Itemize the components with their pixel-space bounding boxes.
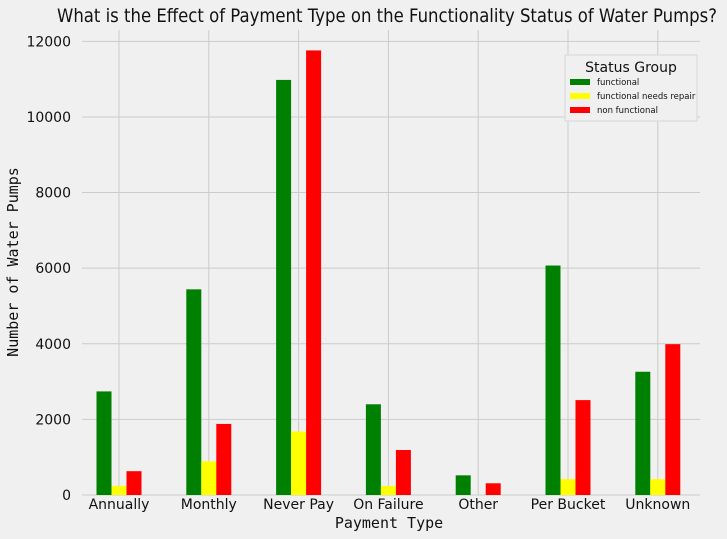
bars (96, 50, 681, 495)
bar (365, 404, 381, 495)
bar (560, 479, 576, 495)
bar (455, 475, 471, 495)
bar (545, 265, 561, 495)
x-tick-label: Per Bucket (531, 497, 606, 513)
x-tick-label: Monthly (181, 497, 237, 513)
bar (111, 485, 127, 495)
bar (395, 450, 411, 495)
bar (276, 79, 292, 495)
legend-label: non functional (597, 106, 658, 116)
x-tick-label: Other (458, 497, 498, 513)
y-tick-label: 2000 (35, 412, 71, 428)
legend-swatch (570, 107, 590, 113)
x-axis-label: Payment Type (335, 514, 443, 532)
bar (216, 423, 232, 495)
bar (665, 344, 681, 495)
legend-label: functional needs repair (597, 92, 696, 102)
bar (306, 50, 322, 495)
bar (96, 391, 112, 495)
y-tick-label: 6000 (35, 261, 71, 277)
legend-swatch (570, 79, 590, 85)
y-tick-label: 4000 (35, 337, 71, 353)
bar (380, 485, 396, 495)
x-tick-label: Annually (89, 497, 150, 513)
bar (485, 483, 501, 495)
x-tick-label: Never Pay (263, 497, 334, 513)
legend-items: functional functional needs repair non fun… (570, 78, 696, 116)
legend: Status Group functional functional needs … (564, 54, 698, 122)
y-tick-label: 10000 (26, 110, 71, 126)
legend-swatch (570, 93, 590, 99)
bar (126, 471, 142, 495)
x-tick-label: On Failure (353, 497, 423, 513)
bar (635, 371, 651, 495)
x-tick-label: Unknown (625, 497, 690, 513)
chart-title: What is the Effect of Payment Type on th… (57, 5, 717, 27)
y-tick-labels: 0 2000 4000 6000 8000 10000 12000 (26, 34, 71, 504)
gridlines (82, 30, 700, 496)
y-tick-label: 8000 (35, 186, 71, 202)
x-tick-labels: Annually Monthly Never Pay On Failure Other P… (89, 497, 691, 513)
bar (650, 479, 666, 495)
bar (186, 289, 202, 495)
legend-title: Status Group (585, 60, 677, 76)
bar (201, 461, 217, 495)
y-axis-label: Number of Water Pumps (4, 167, 22, 357)
legend-label: functional (597, 78, 639, 88)
bar (575, 400, 591, 495)
y-tick-label: 0 (62, 488, 71, 504)
bar (291, 431, 307, 495)
y-tick-label: 12000 (26, 34, 71, 50)
